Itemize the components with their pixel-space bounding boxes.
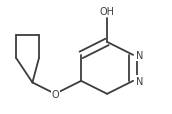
Text: N: N bbox=[136, 76, 143, 86]
Text: N: N bbox=[136, 50, 143, 60]
Text: OH: OH bbox=[100, 7, 115, 17]
Text: O: O bbox=[51, 89, 59, 99]
